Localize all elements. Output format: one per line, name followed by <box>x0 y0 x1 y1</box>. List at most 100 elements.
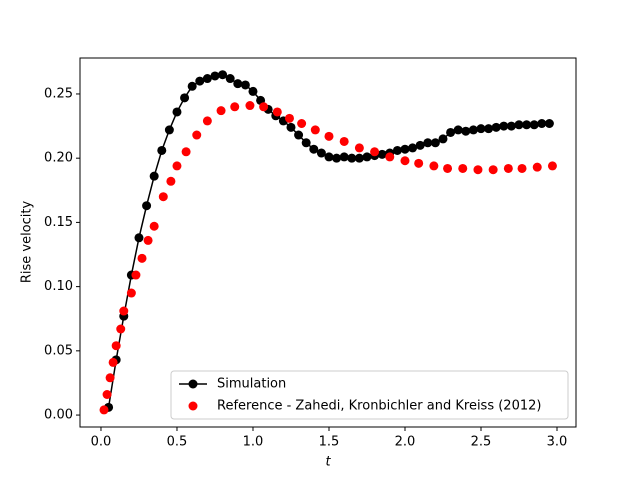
data-point <box>438 134 448 144</box>
legend-marker <box>188 379 198 389</box>
legend-label: Simulation <box>217 377 286 392</box>
data-point <box>202 116 212 126</box>
data-point <box>400 144 410 154</box>
data-point <box>484 124 494 134</box>
data-point <box>522 120 532 130</box>
data-point <box>245 101 255 111</box>
data-point <box>111 341 121 351</box>
data-point <box>503 163 513 173</box>
data-point <box>116 324 126 334</box>
data-point <box>218 70 228 80</box>
data-point <box>400 156 410 166</box>
data-point <box>102 390 112 400</box>
data-point <box>476 124 486 134</box>
data-point <box>491 122 501 132</box>
data-point <box>377 149 387 159</box>
data-point <box>429 161 439 171</box>
data-point <box>105 373 115 383</box>
data-point <box>414 158 424 168</box>
data-point <box>233 79 243 89</box>
data-point <box>195 76 205 86</box>
data-point <box>284 113 294 123</box>
x-tick-label: 0.0 <box>91 435 112 450</box>
x-axis-label: t <box>325 455 331 470</box>
data-point <box>126 288 136 298</box>
data-point <box>240 80 250 90</box>
data-point <box>142 201 152 211</box>
x-tick-label: 1.0 <box>243 435 264 450</box>
data-point <box>339 136 349 146</box>
data-point <box>172 161 182 171</box>
data-point <box>108 357 118 367</box>
data-point <box>225 74 235 84</box>
data-point <box>473 165 483 175</box>
data-point <box>461 126 471 136</box>
data-point <box>468 125 478 135</box>
data-point <box>408 143 418 153</box>
y-tick-label: 0.20 <box>44 151 73 166</box>
x-tick-label: 2.0 <box>395 435 416 450</box>
data-point <box>172 107 182 117</box>
data-point <box>143 235 153 245</box>
data-point <box>544 119 554 129</box>
data-point <box>532 162 542 172</box>
data-point <box>354 143 364 153</box>
y-tick-label: 0.10 <box>44 279 73 294</box>
y-axis-label: Rise velocity <box>20 201 35 284</box>
data-point <box>202 74 212 84</box>
data-point <box>158 192 168 202</box>
data-point <box>415 140 425 150</box>
data-point <box>443 163 453 173</box>
data-point <box>370 147 380 157</box>
data-point <box>332 153 342 163</box>
data-point <box>316 148 326 158</box>
x-tick-label: 0.5 <box>167 435 188 450</box>
x-tick-label: 2.5 <box>471 435 492 450</box>
data-point <box>259 102 269 112</box>
data-point <box>309 144 319 154</box>
data-point <box>362 152 372 162</box>
legend-marker <box>188 401 198 411</box>
data-point <box>324 131 334 141</box>
data-point <box>180 93 190 103</box>
data-point <box>537 119 547 129</box>
data-point <box>119 306 129 316</box>
data-point <box>230 102 240 112</box>
y-tick-label: 0.05 <box>44 343 73 358</box>
data-point <box>499 121 509 131</box>
data-point <box>131 270 141 280</box>
data-point <box>149 221 159 231</box>
data-point <box>488 165 498 175</box>
data-point <box>458 163 468 173</box>
data-point <box>514 120 524 130</box>
data-point <box>392 145 402 155</box>
data-point <box>181 147 191 157</box>
data-point <box>164 125 174 135</box>
data-point <box>286 122 296 132</box>
data-point <box>192 130 202 140</box>
data-point <box>324 152 334 162</box>
data-point <box>149 171 159 181</box>
data-point <box>297 119 307 129</box>
data-point <box>272 107 282 117</box>
data-point <box>134 233 144 243</box>
data-point <box>210 71 220 81</box>
data-point <box>187 81 197 91</box>
data-point <box>310 125 320 135</box>
y-tick-label: 0.25 <box>44 86 73 101</box>
data-point <box>517 163 527 173</box>
data-point <box>294 130 304 140</box>
data-point <box>529 120 539 130</box>
data-point <box>137 253 147 263</box>
x-tick-label: 3.0 <box>547 435 568 450</box>
legend-label: Reference - Zahedi, Kronbichler and Krei… <box>217 399 541 414</box>
data-point <box>430 138 440 148</box>
y-tick-label: 0.15 <box>44 215 73 230</box>
data-point <box>385 152 395 162</box>
data-point <box>506 121 516 131</box>
data-point <box>453 125 463 135</box>
data-point <box>354 153 364 163</box>
data-point <box>446 127 456 137</box>
data-point <box>157 145 167 155</box>
plot-frame <box>79 57 577 428</box>
